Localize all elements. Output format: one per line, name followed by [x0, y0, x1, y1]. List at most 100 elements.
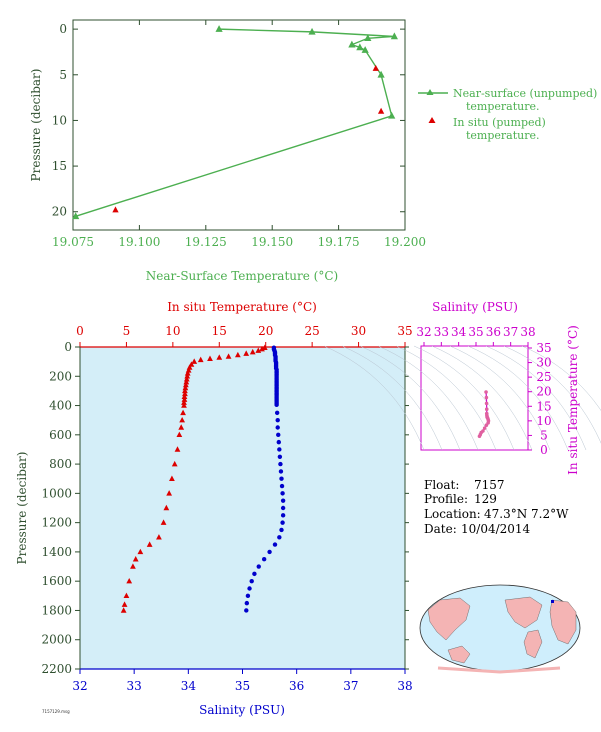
top-x-tick-label: 19.175	[318, 235, 360, 249]
ts-plot-frame	[420, 345, 529, 451]
landmass-europe-africa	[549, 599, 577, 645]
salinity-point	[252, 571, 257, 577]
temperature-point	[181, 393, 188, 400]
pressure-axis-title: Pressure (decibar)	[15, 452, 29, 565]
ts-density-isoline	[359, 345, 461, 451]
pressure-tick-label: 2200	[41, 662, 72, 676]
temperature-point	[180, 409, 186, 416]
ts-temperature-tick-label: 30	[536, 356, 551, 370]
ts-salinity-tick-label: 37	[503, 325, 518, 339]
pumped-temperature-point	[377, 107, 385, 114]
legend-label-pumped: In situ (pumped) temperature.	[453, 116, 546, 142]
ts-point	[484, 390, 488, 394]
ts-density-isoline	[449, 345, 551, 451]
temperature-point	[130, 563, 136, 569]
top-x-tick-label: 19.100	[118, 235, 160, 249]
ts-salinity-tick-label: 38	[520, 325, 535, 339]
temperature-point	[176, 431, 183, 438]
salinity-point	[279, 476, 284, 481]
salinity-point	[277, 454, 283, 459]
salinity-point	[256, 564, 261, 569]
landmass-antarctica	[437, 666, 561, 674]
ts-temperature-tick-label: 20	[536, 385, 551, 399]
temperature-point	[132, 556, 139, 562]
salinity-point	[275, 417, 280, 423]
legend-label-unpumped: Near-surface (unpumped) temperature.	[453, 87, 597, 113]
temperature-point	[169, 475, 175, 481]
unpumped-temperature-line	[75, 28, 395, 217]
temperature-tick-label: 35	[397, 324, 412, 338]
ts-temperature-tick-label: 0	[540, 443, 548, 457]
salinity-point	[244, 608, 249, 613]
pressure-tick-label: 1800	[41, 603, 72, 617]
pressure-tick-label: 1400	[41, 545, 72, 559]
pressure-tick-label: 400	[49, 399, 72, 413]
ts-point	[484, 411, 489, 416]
legend-marker-red	[428, 117, 436, 123]
salinity-point	[280, 513, 286, 518]
ts-salinity-tick-label: 33	[434, 325, 449, 339]
top-plot-frame	[72, 19, 406, 231]
world-map-inset	[419, 584, 581, 674]
salinity-point	[280, 505, 286, 511]
top-y-tick-label: 10	[52, 113, 67, 127]
unpumped-temperature-point	[390, 32, 398, 40]
landmass-north-america	[504, 596, 543, 629]
temperature-point	[182, 384, 189, 391]
temperature-point	[249, 348, 256, 355]
pressure-tick-label: 1200	[41, 516, 72, 530]
top-legend: Near-surface (unpumped) temperature. In s…	[418, 87, 597, 142]
salinity-tick-label: 35	[235, 679, 250, 693]
temperature-point	[146, 541, 153, 547]
location-value: 47.3°N 7.2°W	[484, 507, 569, 521]
temperature-point	[183, 378, 190, 385]
top-y-tick-label: 15	[52, 159, 67, 173]
salinity-point	[280, 491, 285, 496]
float-location-marker	[551, 600, 554, 603]
date-label: Date:	[424, 522, 457, 536]
temperature-point	[123, 592, 130, 599]
ts-density-isoline	[395, 345, 497, 451]
ts-density-isoline	[431, 345, 533, 451]
legend-marker-green	[426, 89, 434, 95]
temperature-point	[171, 460, 178, 467]
pressure-tick-label: 1600	[41, 574, 72, 588]
ts-density-isoline	[413, 345, 515, 451]
ts-salinity-tick-label: 36	[486, 325, 501, 339]
salinity-point	[272, 542, 278, 547]
salinity-point	[261, 557, 267, 562]
top-x-tick-label: 19.125	[185, 235, 227, 249]
salinity-point	[280, 520, 285, 525]
temperature-tick-label: 10	[165, 324, 180, 338]
top-y-axis-label: Pressure (decibar)	[29, 69, 43, 182]
ts-point	[484, 401, 489, 406]
salinity-tick-label: 36	[289, 679, 304, 693]
temperature-point	[255, 347, 262, 353]
unpumped-temperature-point	[364, 34, 372, 42]
salinity-point	[249, 578, 254, 584]
salinity-point	[280, 498, 286, 503]
temperature-point	[181, 399, 187, 405]
near-surface-temperature-chart: 19.075 19.100 19.125 19.150 19.175 19.200 0 5 1…	[29, 19, 597, 283]
date-value: 10/04/2014	[461, 522, 531, 536]
float-label: Float:	[424, 478, 459, 492]
temperature-point	[121, 601, 128, 607]
pressure-tick-label: 600	[49, 428, 72, 442]
unpumped-temperature-point	[388, 111, 396, 119]
salinity-tick-label: 38	[397, 679, 412, 693]
ts-density-isoline	[323, 345, 425, 451]
salinity-point	[274, 402, 279, 408]
salinity-point	[267, 549, 272, 555]
temperature-point	[178, 424, 185, 430]
temperature-point	[166, 490, 173, 496]
unpumped-temperature-point	[348, 40, 356, 48]
temperature-point	[126, 577, 133, 584]
ts-temperature-tick-label: 5	[540, 428, 548, 442]
salinity-point	[245, 593, 251, 599]
salinity-point	[276, 439, 281, 445]
unpumped-temperature-point	[308, 27, 316, 35]
salinity-tick-label: 32	[72, 679, 87, 693]
temperature-point	[179, 416, 186, 423]
salinity-point	[276, 432, 281, 438]
